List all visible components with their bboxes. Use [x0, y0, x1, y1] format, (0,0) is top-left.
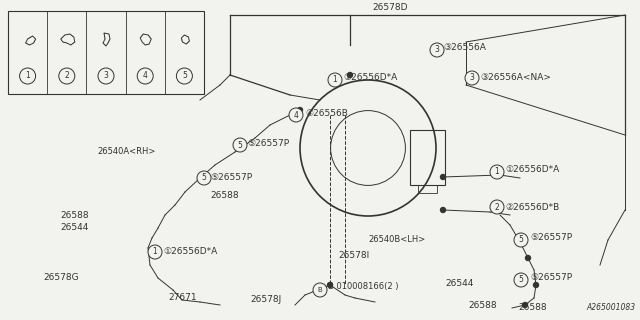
Bar — [410, 130, 445, 185]
Bar — [418, 185, 437, 193]
Text: ⑤26557P: ⑤26557P — [530, 274, 572, 283]
Text: 3: 3 — [470, 74, 474, 83]
Text: 3: 3 — [435, 45, 440, 54]
Text: ③26556A<NA>: ③26556A<NA> — [480, 74, 551, 83]
Text: 5: 5 — [518, 236, 524, 244]
Circle shape — [525, 255, 531, 260]
Circle shape — [514, 233, 528, 247]
Circle shape — [177, 68, 193, 84]
Circle shape — [490, 200, 504, 214]
Text: A265001083: A265001083 — [587, 303, 636, 312]
Bar — [8, 11, 204, 94]
Circle shape — [98, 68, 114, 84]
Circle shape — [522, 302, 527, 308]
Text: 4: 4 — [294, 110, 298, 119]
Circle shape — [430, 43, 444, 57]
Text: 26544: 26544 — [445, 278, 474, 287]
Text: 1: 1 — [333, 76, 337, 84]
Circle shape — [289, 108, 303, 122]
Circle shape — [137, 68, 153, 84]
Text: ③26556A: ③26556A — [443, 43, 486, 52]
Text: 1: 1 — [152, 247, 157, 257]
Circle shape — [440, 174, 445, 180]
Text: 26540B<LH>: 26540B<LH> — [368, 236, 425, 244]
Text: 2: 2 — [65, 71, 69, 81]
Text: ①26556D*A: ①26556D*A — [505, 165, 559, 174]
Text: 26588: 26588 — [210, 190, 239, 199]
Text: ④26556B: ④26556B — [305, 108, 348, 117]
Circle shape — [148, 245, 162, 259]
Text: ①26556D*A: ①26556D*A — [343, 74, 397, 83]
Text: 26578I: 26578I — [338, 251, 369, 260]
Text: 26578G: 26578G — [43, 274, 79, 283]
Circle shape — [298, 108, 303, 113]
Text: 3: 3 — [104, 71, 108, 81]
Text: ①26556D*A: ①26556D*A — [163, 247, 217, 257]
Text: 5: 5 — [518, 276, 524, 284]
Text: ⑤26557P: ⑤26557P — [247, 139, 289, 148]
Circle shape — [440, 207, 445, 212]
Text: ⑤26557P: ⑤26557P — [530, 234, 572, 243]
Circle shape — [59, 68, 75, 84]
Circle shape — [328, 73, 342, 87]
Circle shape — [313, 283, 327, 297]
Text: 5: 5 — [182, 71, 187, 81]
Text: 2: 2 — [495, 203, 499, 212]
Text: 1: 1 — [25, 71, 30, 81]
Circle shape — [465, 71, 479, 85]
Text: 5: 5 — [237, 140, 243, 149]
Circle shape — [233, 138, 247, 152]
Text: B: B — [317, 287, 323, 293]
Circle shape — [490, 165, 504, 179]
Text: 26588: 26588 — [468, 300, 497, 309]
Circle shape — [348, 73, 353, 77]
Text: 26588: 26588 — [518, 303, 547, 313]
Text: 1: 1 — [495, 167, 499, 177]
Text: ②26556D*B: ②26556D*B — [505, 203, 559, 212]
Text: 26540A<RH>: 26540A<RH> — [97, 148, 156, 156]
Text: ⑤26557P: ⑤26557P — [210, 173, 252, 182]
Text: 26588: 26588 — [60, 211, 88, 220]
Text: B 010008166(2 ): B 010008166(2 ) — [328, 283, 399, 292]
Text: 5: 5 — [202, 173, 207, 182]
Circle shape — [534, 283, 538, 287]
Text: 26544: 26544 — [60, 223, 88, 233]
Circle shape — [514, 273, 528, 287]
Circle shape — [328, 283, 333, 287]
Text: 26578J: 26578J — [250, 295, 281, 305]
Text: 4: 4 — [143, 71, 148, 81]
Text: 27671: 27671 — [168, 292, 196, 301]
Circle shape — [20, 68, 36, 84]
Text: 26578D: 26578D — [372, 4, 408, 12]
Circle shape — [197, 171, 211, 185]
